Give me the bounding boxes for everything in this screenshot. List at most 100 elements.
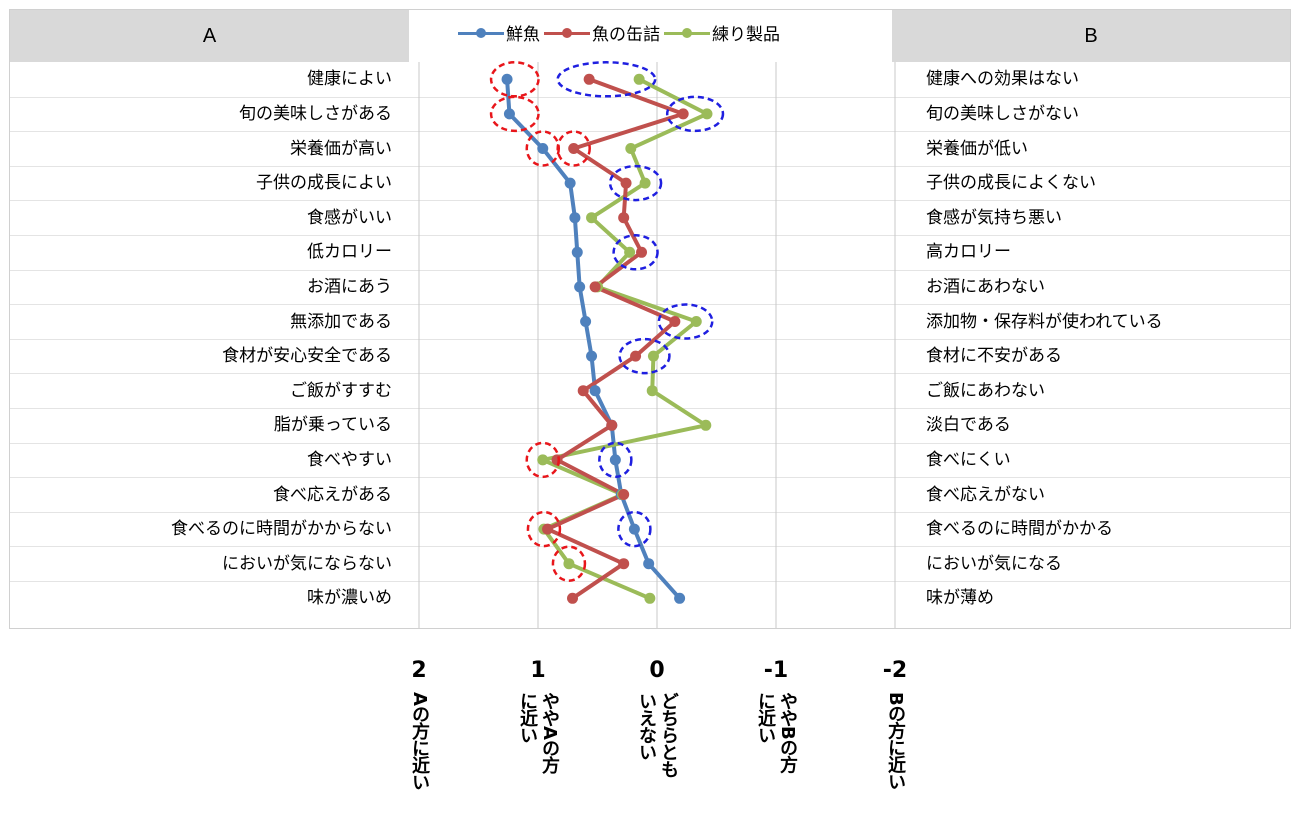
x-tick-value: -2: [882, 658, 908, 683]
row-label-a: 食べ応えがある: [273, 484, 392, 505]
highlight-ellipse-blue: [665, 95, 725, 133]
row-label-b: 旬の美味しさがない: [926, 103, 1079, 124]
row-label-a: 食材が安心安全である: [222, 346, 392, 367]
data-point-fresh[interactable]: [564, 177, 576, 189]
highlight-ellipse-red: [551, 545, 587, 582]
row-label-b: 食べにくい: [926, 449, 1011, 470]
x-tick-description: Aの方に近い: [389, 692, 449, 820]
data-point-canned[interactable]: [618, 489, 630, 500]
legend-swatch-canned: [544, 26, 590, 40]
row-label-b: 食感が気持ち悪い: [926, 207, 1062, 228]
row-label-b: 食材に不安がある: [926, 346, 1062, 367]
data-point-canned[interactable]: [589, 281, 601, 293]
row-label-a: 食感がいい: [307, 207, 392, 228]
data-point-fresh[interactable]: [674, 592, 686, 604]
row-divider: [10, 165, 1290, 167]
legend-item-fresh[interactable]: 鮮魚: [458, 20, 540, 45]
row-divider: [10, 235, 1290, 236]
highlight-ellipse-red: [489, 95, 540, 133]
legend-label-processed: 練り製品: [712, 25, 780, 45]
data-point-canned[interactable]: [583, 73, 595, 85]
data-point-canned[interactable]: [677, 108, 689, 120]
x-tick-description-text: どちらとも いえない: [636, 692, 679, 777]
data-point-canned[interactable]: [577, 385, 589, 397]
row-label-b: 添加物・保存料が使われている: [926, 311, 1163, 332]
data-point-canned[interactable]: [669, 316, 681, 327]
highlight-ellipse-blue: [556, 61, 657, 98]
data-point-fresh[interactable]: [501, 73, 513, 85]
data-point-processed[interactable]: [690, 316, 702, 327]
data-point-fresh[interactable]: [628, 523, 640, 535]
data-point-processed[interactable]: [563, 558, 575, 570]
data-point-canned[interactable]: [567, 592, 579, 604]
data-point-fresh[interactable]: [609, 454, 621, 466]
data-point-canned[interactable]: [606, 419, 618, 431]
highlight-ellipse-blue: [608, 164, 663, 202]
data-point-fresh[interactable]: [503, 108, 515, 120]
data-point-canned[interactable]: [618, 558, 630, 570]
highlight-ellipse-blue: [598, 441, 633, 479]
row-label-a: 健康によい: [307, 69, 392, 90]
data-point-processed[interactable]: [586, 212, 598, 224]
row-label-b: 健康への効果はない: [926, 69, 1079, 90]
data-point-fresh[interactable]: [569, 212, 581, 224]
row-divider: [10, 373, 1290, 375]
row-label-b: お酒にあわない: [926, 276, 1045, 297]
highlight-ellipse-blue: [617, 510, 652, 548]
data-point-canned[interactable]: [630, 350, 642, 362]
data-point-processed[interactable]: [639, 177, 651, 189]
data-point-processed[interactable]: [700, 419, 712, 431]
data-point-canned[interactable]: [618, 212, 630, 224]
data-point-fresh[interactable]: [571, 246, 583, 258]
highlight-ellipse-blue: [657, 303, 714, 340]
data-point-processed[interactable]: [644, 592, 656, 604]
data-point-processed[interactable]: [646, 385, 658, 397]
data-point-canned[interactable]: [551, 454, 563, 466]
data-point-fresh[interactable]: [643, 558, 655, 570]
data-point-processed[interactable]: [537, 454, 549, 466]
row-label-a: 栄養価が高い: [290, 138, 392, 159]
legend-item-canned[interactable]: 魚の缶詰: [544, 20, 660, 45]
row-label-a: 脂が乗っている: [273, 415, 392, 436]
row-label-b: 味が薄め: [926, 588, 994, 609]
data-point-canned[interactable]: [542, 523, 554, 535]
data-point-fresh[interactable]: [586, 350, 598, 362]
row-label-a: 無添加である: [290, 311, 392, 332]
row-label-a: 食べやすい: [307, 449, 392, 470]
row-label-a: お酒にあう: [307, 276, 392, 297]
chart-plot: [418, 61, 896, 628]
row-label-b: 栄養価が低い: [926, 138, 1028, 159]
data-point-processed[interactable]: [624, 246, 636, 258]
x-tick-value: 2: [411, 658, 427, 683]
legend-dot-fresh: [476, 27, 486, 38]
data-point-fresh[interactable]: [580, 316, 592, 327]
legend-item-processed[interactable]: 練り製品: [664, 20, 780, 45]
data-point-processed[interactable]: [701, 108, 713, 120]
highlight-ellipse-red: [525, 441, 561, 479]
x-tick-description-text: Aの方に近い: [409, 692, 430, 790]
row-label-b: においが気になる: [926, 553, 1062, 574]
x-tick-value: -1: [763, 658, 789, 683]
row-label-b: 高カロリー: [926, 242, 1011, 263]
data-point-fresh[interactable]: [537, 143, 549, 154]
row-label-a: 食べるのに時間がかからない: [171, 519, 392, 540]
highlight-ellipse-blue: [612, 234, 659, 271]
row-divider: [10, 581, 1290, 582]
row-label-b: 食べるのに時間がかかる: [926, 519, 1113, 540]
row-label-a: 旬の美味しさがある: [239, 103, 392, 124]
data-point-processed[interactable]: [625, 143, 637, 154]
legend: 鮮魚 魚の缶詰 練り製品: [458, 20, 784, 45]
data-point-fresh[interactable]: [574, 281, 586, 293]
data-point-processed[interactable]: [647, 350, 659, 362]
legend-dot-processed: [682, 27, 692, 38]
data-point-canned[interactable]: [620, 177, 632, 189]
row-label-b: 食べ応えがない: [926, 484, 1045, 505]
highlight-ellipse-blue: [618, 337, 671, 375]
row-label-b: ご飯にあわない: [926, 380, 1045, 401]
legend-dot-canned: [562, 27, 572, 38]
data-point-canned[interactable]: [636, 246, 648, 258]
data-point-fresh[interactable]: [589, 385, 601, 397]
data-point-canned[interactable]: [568, 143, 580, 154]
data-point-processed[interactable]: [633, 73, 645, 85]
row-divider: [10, 442, 1290, 444]
